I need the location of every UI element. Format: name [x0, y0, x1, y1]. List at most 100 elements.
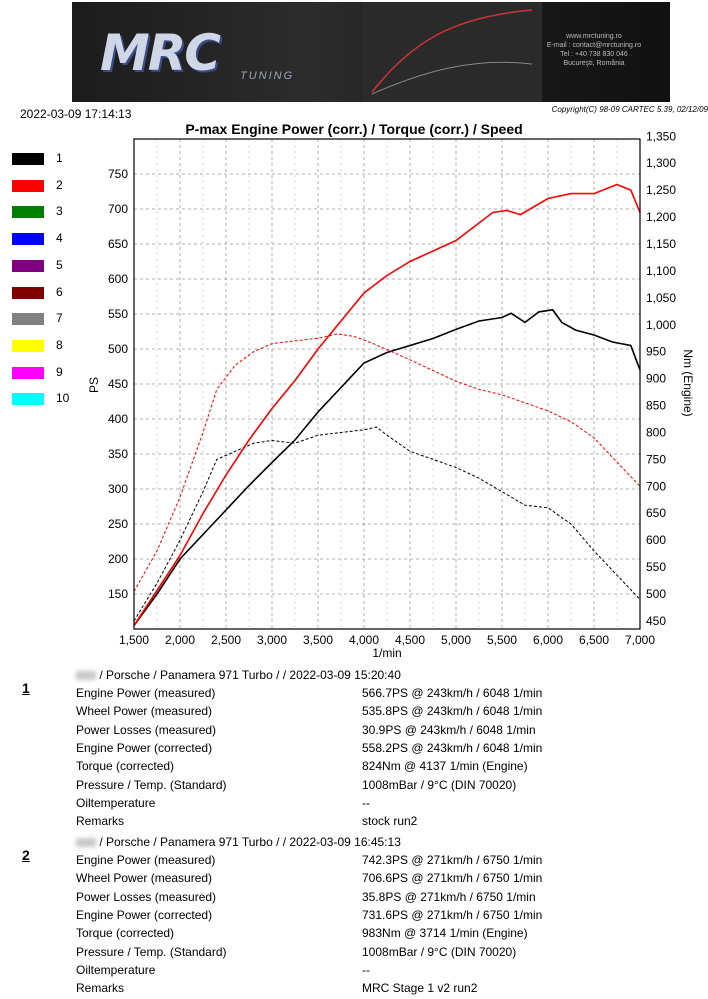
legend-entry-6: 6 — [12, 284, 92, 304]
y2-tick-label: 1,300 — [646, 156, 676, 170]
result-value: 566.7PS @ 243km/h / 6048 1/min — [362, 686, 543, 700]
x-tick-label: 5,500 — [487, 633, 517, 647]
contact-email: E-mail : contact@mrctuning.ro — [546, 42, 642, 49]
dyno-chart: 1,500 2,000 2,500 3,000 3,500 4,000 4,500 5,000… — [87, 129, 695, 660]
banner-graph-graphic — [362, 2, 542, 102]
y2-tick-label: 750 — [646, 452, 666, 466]
legend-swatch — [12, 286, 44, 299]
x-tick-label: 6,500 — [579, 633, 609, 647]
result-label: Remarks — [76, 981, 125, 996]
chart-grid — [133, 139, 641, 629]
result-row: Engine Power (corrected) 558.2PS @ 243km/… — [76, 741, 676, 759]
y-tick-label: 300 — [108, 482, 128, 496]
y-axis-right-ticks: 450 500 550 600 650 700 750 800 850 900 950 1,000 1,… — [646, 129, 676, 628]
report-datetime: 2022-03-09 17:14:13 — [20, 107, 132, 121]
result-value: 706.6PS @ 271km/h / 6750 1/min — [362, 871, 543, 886]
y-tick-label: 750 — [108, 167, 128, 181]
y-tick-label: 250 — [108, 517, 128, 531]
result-label: Engine Power (corrected) — [76, 740, 213, 755]
result-label: Remarks — [76, 814, 125, 829]
y2-tick-label: 700 — [646, 479, 666, 493]
y2-tick-label: 550 — [646, 560, 666, 574]
legend-label: 4 — [56, 231, 63, 246]
y2-tick-label: 650 — [646, 506, 666, 520]
contact-city: Bucureşti, România — [563, 60, 625, 67]
result-label: Engine Power (corrected) — [76, 907, 213, 922]
result-value: -- — [362, 795, 370, 810]
run-block-1: 1 / Porsche / Panamera 971 Turbo / / 202… — [0, 664, 708, 830]
y2-tick-label: 850 — [646, 399, 666, 413]
chart-series — [133, 183, 641, 626]
chart-title: P-max Engine Power (corr.) / Torque (cor… — [185, 121, 523, 137]
x-axis-ticks: 1,500 2,000 2,500 3,000 3,500 4,000 4,500 5,000… — [119, 633, 655, 647]
result-value: 35.8PS @ 271km/h / 6750 1/min — [362, 889, 536, 904]
series-line-1-torque — [133, 426, 641, 622]
mrc-logo: MRC — [100, 24, 221, 82]
redacted-name — [76, 671, 96, 681]
y2-tick-label: 1,150 — [646, 237, 676, 251]
y2-tick-label: 1,350 — [646, 129, 676, 143]
legend-label: 8 — [56, 337, 63, 352]
legend-entry-7: 7 — [12, 310, 92, 330]
legend-entry-10: 10 — [12, 390, 92, 410]
x-tick-label: 4,000 — [349, 633, 379, 647]
result-value: 731.6PS @ 271km/h / 6750 1/min — [362, 907, 543, 922]
result-row: Power Losses (measured) 30.9PS @ 243km/h … — [76, 723, 676, 741]
legend-swatch — [12, 339, 44, 352]
y2-tick-label: 1,100 — [646, 264, 676, 278]
result-row: Engine Power (measured) 742.3PS @ 271km/h… — [76, 853, 676, 871]
run-header-text: / Porsche / Panamera 971 Turbo / / 2022-… — [96, 668, 401, 682]
result-label: Pressure / Temp. (Standard) — [76, 777, 227, 792]
y2-tick-label: 950 — [646, 345, 666, 359]
result-row: Torque (corrected) 983Nm @ 3714 1/min (En… — [76, 926, 676, 944]
result-value: stock run2 — [362, 814, 418, 829]
plot-frame — [133, 138, 641, 630]
x-tick-label: 6,000 — [533, 633, 563, 647]
x-tick-label: 2,500 — [211, 633, 241, 647]
legend-label: 3 — [56, 204, 63, 219]
y2-tick-label: 1,250 — [646, 183, 676, 197]
x-tick-label: 1,500 — [119, 633, 149, 647]
result-row: Power Losses (measured) 35.8PS @ 271km/h … — [76, 890, 676, 908]
legend-entry-3: 3 — [12, 203, 92, 223]
y2-tick-label: 450 — [646, 614, 666, 628]
result-value: MRC Stage 1 v2 run2 — [362, 981, 478, 996]
result-value: 1008mBar / 9°C (DIN 70020) — [362, 777, 517, 792]
legend-swatch — [12, 393, 44, 406]
y-tick-label: 200 — [108, 552, 128, 566]
legend-swatch — [12, 259, 44, 272]
result-label: Torque (corrected) — [76, 926, 175, 941]
legend-label: 2 — [56, 177, 63, 192]
result-label: Engine Power (measured) — [76, 686, 216, 700]
legend-swatch — [12, 179, 44, 192]
y2-tick-label: 900 — [646, 372, 666, 386]
result-label: Torque (corrected) — [76, 759, 175, 774]
y-tick-label: 700 — [108, 202, 128, 216]
x-tick-label: 3,000 — [257, 633, 287, 647]
run-header-text: / Porsche / Panamera 971 Turbo / / 2022-… — [96, 835, 401, 849]
y-axis-left-ticks: 150 200 250 300 350 400 450 500 550 600 650 700 750 — [108, 167, 128, 601]
banner-contact: www.mrctuning.ro E-mail : contact@mrctun… — [524, 32, 664, 68]
result-label: Oiltemperature — [76, 795, 156, 810]
result-label: Power Losses (measured) — [76, 722, 217, 737]
result-label: Oiltemperature — [76, 962, 156, 977]
result-row: Torque (corrected) 824Nm @ 4137 1/min (En… — [76, 759, 676, 777]
copyright-text: Copyright(C) 98-09 CARTEC 5.39, 02/12/09 — [551, 105, 708, 114]
legend-entry-1: 1 — [12, 150, 92, 170]
result-value: 558.2PS @ 243km/h / 6048 1/min — [362, 740, 543, 755]
y-tick-label: 550 — [108, 307, 128, 321]
result-row: Remarks stock run2 — [76, 814, 676, 832]
y2-tick-label: 600 — [646, 533, 666, 547]
result-label: Power Losses (measured) — [76, 889, 217, 904]
legend-entry-4: 4 — [12, 230, 92, 250]
result-value: 824Nm @ 4137 1/min (Engine) — [362, 759, 528, 774]
redacted-name — [76, 838, 96, 848]
y-tick-label: 450 — [108, 377, 128, 391]
y-tick-label: 500 — [108, 342, 128, 356]
result-value: -- — [362, 962, 370, 977]
result-row: Remarks MRC Stage 1 v2 run2 — [76, 981, 676, 999]
legend-label: 5 — [56, 257, 63, 272]
contact-phone: Tel : +40 738 830 046 — [560, 51, 628, 58]
header-banner: MRC TUNING www.mrctuning.ro E-mail : con… — [72, 2, 670, 102]
y-tick-label: 400 — [108, 412, 128, 426]
